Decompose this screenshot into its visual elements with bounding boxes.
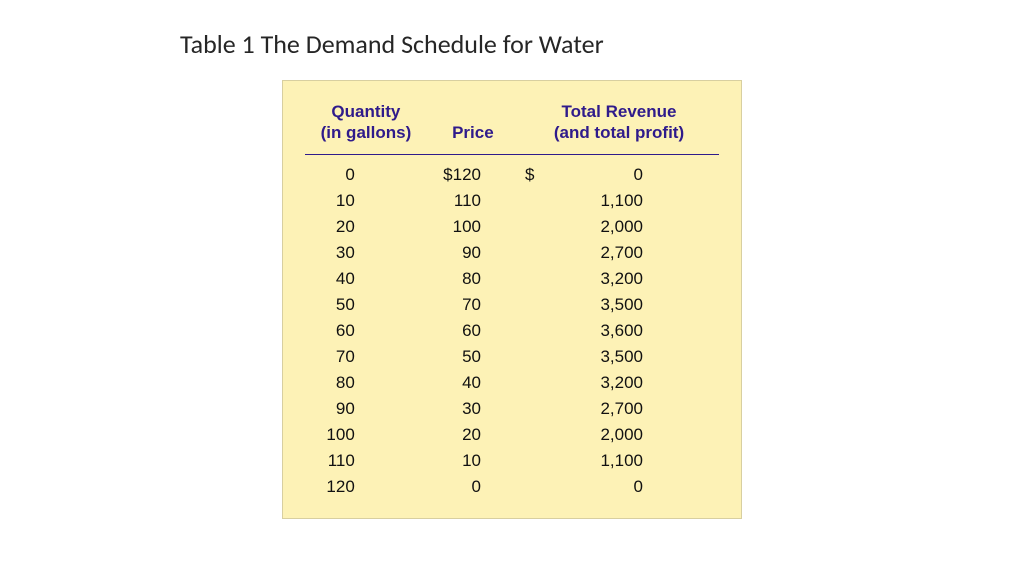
col-header-line1: Quantity (331, 102, 400, 121)
cell-price: 80 (427, 266, 519, 292)
table-card: Quantity (in gallons) Price Total Revenu… (282, 80, 742, 519)
table-row: 70503,500 (305, 344, 719, 370)
table-row: 201002,000 (305, 214, 719, 240)
table-row: 30902,700 (305, 240, 719, 266)
cell-revenue: 2,700 (519, 240, 719, 266)
cell-quantity: 80 (305, 370, 427, 396)
table-body: 0$120$0101101,100201002,00030902,7004080… (305, 154, 719, 500)
col-header-line1: Price (452, 123, 494, 142)
col-header-line2: (and total profit) (554, 123, 684, 142)
cell-price: 70 (427, 292, 519, 318)
cell-price: 50 (427, 344, 519, 370)
table-caption: Table 1 The Demand Schedule for Water (180, 28, 604, 60)
cell-price: 10 (427, 448, 519, 474)
table-row: 90302,700 (305, 396, 719, 422)
cell-quantity: 100 (305, 422, 427, 448)
cell-quantity: 20 (305, 214, 427, 240)
table-header-row: Quantity (in gallons) Price Total Revenu… (305, 97, 719, 154)
cell-price: 110 (427, 188, 519, 214)
cell-revenue: 1,100 (519, 188, 719, 214)
col-header-line2: (in gallons) (321, 123, 412, 142)
col-header-revenue: Total Revenue (and total profit) (519, 97, 719, 154)
table-row: 12000 (305, 474, 719, 500)
cell-revenue: 2,000 (519, 214, 719, 240)
table-row: 60603,600 (305, 318, 719, 344)
cell-quantity: 0 (305, 154, 427, 188)
cell-price: 40 (427, 370, 519, 396)
revenue-value: 0 (583, 165, 643, 185)
table-row: 101101,100 (305, 188, 719, 214)
cell-revenue: $0 (519, 154, 719, 188)
table-row: 50703,500 (305, 292, 719, 318)
cell-revenue: 3,500 (519, 344, 719, 370)
cell-revenue: 3,200 (519, 370, 719, 396)
table-row: 0$120$0 (305, 154, 719, 188)
cell-price: 30 (427, 396, 519, 422)
table-row: 100202,000 (305, 422, 719, 448)
cell-price: 90 (427, 240, 519, 266)
currency-symbol: $ (525, 165, 583, 185)
cell-price: 100 (427, 214, 519, 240)
col-header-line1: Total Revenue (562, 102, 677, 121)
cell-quantity: 40 (305, 266, 427, 292)
demand-schedule-table: Quantity (in gallons) Price Total Revenu… (305, 97, 719, 500)
cell-price: 20 (427, 422, 519, 448)
cell-quantity: 110 (305, 448, 427, 474)
cell-revenue: 3,200 (519, 266, 719, 292)
cell-price: $120 (427, 154, 519, 188)
cell-quantity: 30 (305, 240, 427, 266)
cell-quantity: 70 (305, 344, 427, 370)
cell-revenue: 3,600 (519, 318, 719, 344)
cell-quantity: 60 (305, 318, 427, 344)
cell-revenue: 1,100 (519, 448, 719, 474)
cell-quantity: 50 (305, 292, 427, 318)
col-header-quantity: Quantity (in gallons) (305, 97, 427, 154)
cell-revenue: 2,700 (519, 396, 719, 422)
table-row: 80403,200 (305, 370, 719, 396)
cell-revenue: 3,500 (519, 292, 719, 318)
col-header-price: Price (427, 97, 519, 154)
cell-quantity: 120 (305, 474, 427, 500)
cell-price: 60 (427, 318, 519, 344)
cell-price: 0 (427, 474, 519, 500)
cell-revenue: 2,000 (519, 422, 719, 448)
table-row: 40803,200 (305, 266, 719, 292)
cell-quantity: 10 (305, 188, 427, 214)
table-row: 110101,100 (305, 448, 719, 474)
cell-revenue: 0 (519, 474, 719, 500)
cell-quantity: 90 (305, 396, 427, 422)
